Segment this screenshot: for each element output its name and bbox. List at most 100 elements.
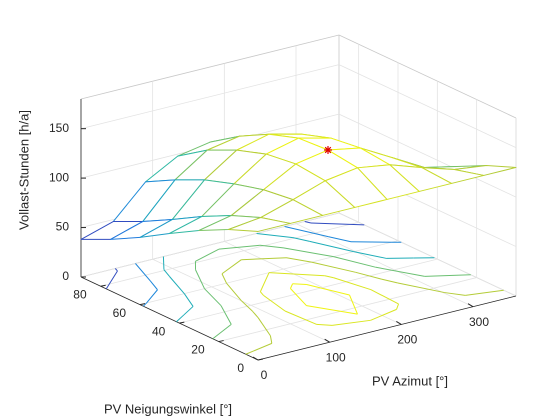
grid-line	[218, 277, 477, 342]
tick-mark	[396, 321, 402, 325]
grid-line	[80, 64, 340, 130]
contour-line	[331, 319, 371, 326]
tick-mark	[257, 358, 264, 361]
box-edge	[80, 34, 340, 100]
tick-mark	[324, 338, 330, 343]
contour-line	[381, 278, 398, 284]
contour-line	[163, 269, 170, 277]
contour-line	[221, 273, 227, 284]
contour-line	[311, 261, 356, 273]
contour-line	[105, 270, 118, 290]
y-tick-label: 20	[191, 343, 205, 357]
contour-line	[204, 288, 222, 307]
contour-line	[183, 293, 194, 307]
tick-mark	[467, 303, 474, 308]
grid-line	[179, 258, 438, 324]
contour-line	[168, 275, 185, 294]
contour-line	[259, 291, 264, 296]
contour-line	[259, 272, 270, 292]
contour-line	[370, 289, 399, 305]
y-tick-label: 80	[73, 287, 87, 301]
tick-mark	[179, 321, 185, 324]
contour-line	[396, 303, 400, 310]
contour-line	[284, 310, 317, 325]
box-edge	[338, 34, 517, 119]
contour-line	[283, 247, 334, 258]
contour-line	[465, 289, 504, 296]
grid-line	[224, 241, 402, 325]
contour-line	[146, 289, 158, 304]
contour-line	[306, 305, 358, 315]
contour-line	[240, 300, 253, 312]
contour-line	[256, 232, 293, 239]
contour-line	[176, 314, 185, 323]
y-tick-label: 40	[152, 324, 166, 338]
contour-line	[289, 283, 294, 289]
contour-line	[304, 221, 312, 224]
contour-line	[221, 259, 242, 275]
contour-line	[316, 323, 333, 326]
contour-line	[444, 292, 466, 296]
contour-line	[212, 323, 232, 340]
z-axis-label: Vollast-Stunden [h/a]	[16, 110, 31, 230]
contour-line	[263, 294, 286, 312]
contour-line	[135, 263, 151, 282]
contour-line	[309, 240, 354, 253]
contour-line	[252, 310, 259, 318]
grid-line	[338, 64, 517, 149]
tick-mark	[139, 303, 146, 306]
contour-line	[183, 306, 194, 316]
z-tick-label: 0	[62, 269, 69, 283]
contour-line	[286, 257, 312, 263]
contour-line	[324, 275, 334, 279]
y-tick-label: 60	[113, 306, 127, 320]
x-tick-label: 300	[469, 315, 489, 329]
grid-line	[100, 221, 359, 287]
contour-line	[220, 305, 232, 325]
x-tick-label: 0	[261, 368, 268, 382]
z-tick-label: 100	[49, 170, 69, 184]
x-tick-label: 100	[326, 350, 346, 364]
contour-line	[269, 335, 273, 344]
contour-line	[284, 226, 329, 238]
contour-line	[310, 222, 365, 226]
contour-line	[218, 244, 260, 250]
mesh-cell	[228, 217, 291, 232]
contour-line	[306, 284, 350, 296]
y-axis-label: PV Neigungswinkel [°]	[104, 401, 232, 416]
contour-line	[149, 280, 158, 291]
tick-mark	[252, 356, 259, 361]
contour-line	[245, 342, 273, 355]
x-tick-label: 200	[397, 333, 417, 347]
y-tick-label: 0	[237, 361, 244, 375]
contour-line	[397, 282, 445, 294]
contour-line	[290, 288, 307, 307]
contour-line	[195, 248, 220, 262]
contour-line	[142, 302, 147, 307]
contour-line	[292, 283, 307, 285]
contour-line	[353, 251, 387, 259]
contour-line	[333, 256, 377, 268]
contour-line	[268, 272, 325, 277]
contour-line	[257, 317, 271, 337]
z-tick-label: 50	[56, 220, 70, 234]
contour-line	[375, 266, 425, 277]
contour-line	[333, 277, 372, 291]
grid-line	[338, 113, 517, 198]
peak-marker	[324, 146, 332, 155]
contour-line	[292, 237, 310, 242]
contour-line	[114, 268, 118, 272]
contour-line	[424, 274, 471, 277]
contour-line	[162, 256, 165, 270]
contour-line	[328, 236, 352, 243]
contour-line	[350, 241, 392, 243]
contour-line	[241, 257, 287, 261]
contour-line	[195, 269, 205, 289]
contour-line	[259, 244, 284, 249]
axis-line	[80, 276, 259, 361]
contour-line	[226, 282, 242, 302]
x-axis-label: PV Azimut [°]	[372, 373, 448, 388]
tick-mark	[100, 284, 106, 287]
tick-mark	[218, 340, 224, 343]
